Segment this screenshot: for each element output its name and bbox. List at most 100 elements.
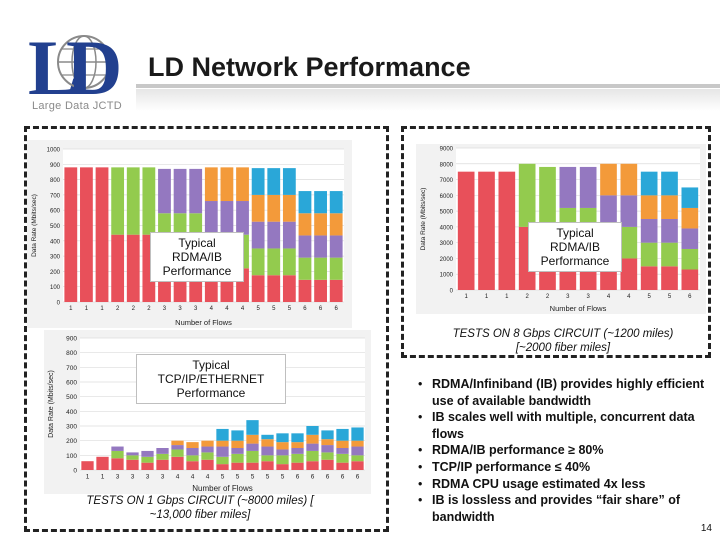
y-tick-label: 400 (66, 409, 77, 416)
x-tick-label: 6 (688, 294, 692, 300)
bar-segment (81, 461, 94, 470)
x-tick-label: 3 (161, 474, 165, 481)
bullet-item: TCP/IP performance ≤ 40% (418, 459, 708, 476)
bar-segment (306, 443, 319, 451)
bar-segment (640, 219, 658, 243)
bar-segment (111, 167, 125, 235)
bar-segment (306, 450, 319, 462)
bar-segment (681, 248, 699, 270)
bar-segment (282, 248, 296, 276)
bar-segment (351, 427, 364, 441)
bar-segment (282, 168, 296, 195)
bar-segment (171, 456, 184, 470)
x-tick-label: 1 (69, 306, 73, 312)
bar-segment (216, 464, 229, 470)
bar-segment (600, 195, 617, 227)
bar-segment (298, 257, 312, 280)
x-tick-label: 4 (206, 474, 210, 481)
bar-segment (539, 166, 556, 227)
bar-segment (291, 433, 304, 443)
y-tick-label: 900 (66, 336, 77, 343)
bar-segment (261, 455, 274, 462)
x-tick-label: 6 (303, 306, 307, 312)
x-tick-label: 5 (221, 474, 225, 481)
bar-segment (186, 461, 199, 470)
bar-segment (111, 234, 125, 302)
y-tick-label: 100 (66, 453, 77, 460)
y-tick-label: 1000 (47, 148, 61, 154)
x-tick-label: 3 (116, 474, 120, 481)
x-tick-label: 5 (256, 306, 260, 312)
bar-segment (321, 439, 334, 446)
bar-segment (681, 228, 699, 249)
y-tick-label: 5000 (440, 210, 454, 216)
bar-segment (351, 461, 364, 470)
y-tick-label: 200 (66, 438, 77, 445)
bar-segment (251, 221, 265, 249)
x-tick-label: 5 (281, 474, 285, 481)
bar-segment (156, 459, 169, 470)
x-tick-label: 2 (147, 306, 151, 312)
x-tick-label: 6 (335, 306, 339, 312)
x-tick-label: 5 (272, 306, 276, 312)
bar-segment (351, 455, 364, 462)
bar-segment (246, 420, 259, 435)
x-tick-label: 5 (236, 474, 240, 481)
bar-segment (336, 453, 349, 463)
bar-segment (321, 445, 334, 453)
bar-segment (231, 448, 244, 454)
title-divider (136, 84, 720, 88)
bar-segment (251, 248, 265, 276)
bar-segment (291, 442, 304, 448)
bar-segment (189, 168, 203, 214)
bar-segment (261, 446, 274, 456)
bar-segment (640, 266, 658, 290)
bar-segment (336, 448, 349, 454)
bar-segment (201, 440, 214, 447)
bar-segment (329, 213, 343, 236)
bullet-item: RDMA/IB performance ≥ 80% (418, 442, 708, 459)
y-axis-label: Data Rate (Mbits/sec) (420, 188, 427, 251)
bar-segment (298, 235, 312, 258)
bar-segment (661, 266, 678, 290)
bar-segment (246, 462, 259, 470)
rdma-ib-1gbps-chart: 0 100 200 300 400 500 600 700 800 900 1000 1 1 1 2 2 2 3 3… (27, 140, 352, 328)
x-tick-label: 6 (296, 474, 300, 481)
bar-segment (246, 434, 259, 444)
x-tick-label: 2 (116, 306, 120, 312)
bar-segment (457, 171, 475, 290)
bar-segment (351, 446, 364, 456)
bar-segment (681, 187, 699, 208)
bar-segment (518, 163, 536, 227)
y-tick-label: 500 (50, 224, 61, 230)
svg-text:D: D (66, 24, 122, 111)
bar-segment (640, 195, 658, 219)
left-test-frame (24, 126, 389, 532)
bar-segment (96, 456, 109, 470)
bar-segment (261, 461, 274, 470)
bar-segment (111, 446, 124, 451)
bar-segment (478, 171, 495, 290)
bar-segment (201, 446, 214, 453)
x-tick-label: 6 (311, 474, 315, 481)
y-axis-label: Data Rate (Mbits/sec) (31, 194, 38, 257)
logo-caption: Large Data JCTD (31, 100, 123, 112)
x-axis-label: Number of Flows (175, 318, 232, 327)
right-test-caption: TESTS ON 8 Gbps CIRCUIT (~1200 miles) [~… (452, 328, 674, 354)
bar-segment (298, 279, 312, 302)
x-tick-label: 3 (163, 306, 167, 312)
bar-segment (620, 258, 638, 290)
bar-segment (329, 279, 343, 302)
y-tick-label: 100 (50, 285, 61, 291)
bar-segment (216, 446, 229, 457)
bar-segment (321, 452, 334, 460)
bar-segment (661, 242, 678, 267)
x-tick-label: 5 (647, 294, 651, 300)
bar-segment (111, 450, 124, 459)
bar-segment (314, 279, 327, 302)
right-test-frame (401, 126, 711, 358)
y-tick-label: 600 (50, 209, 61, 215)
bar-segment (314, 257, 327, 280)
bar-segment (251, 168, 265, 195)
x-tick-label: 1 (464, 294, 468, 300)
